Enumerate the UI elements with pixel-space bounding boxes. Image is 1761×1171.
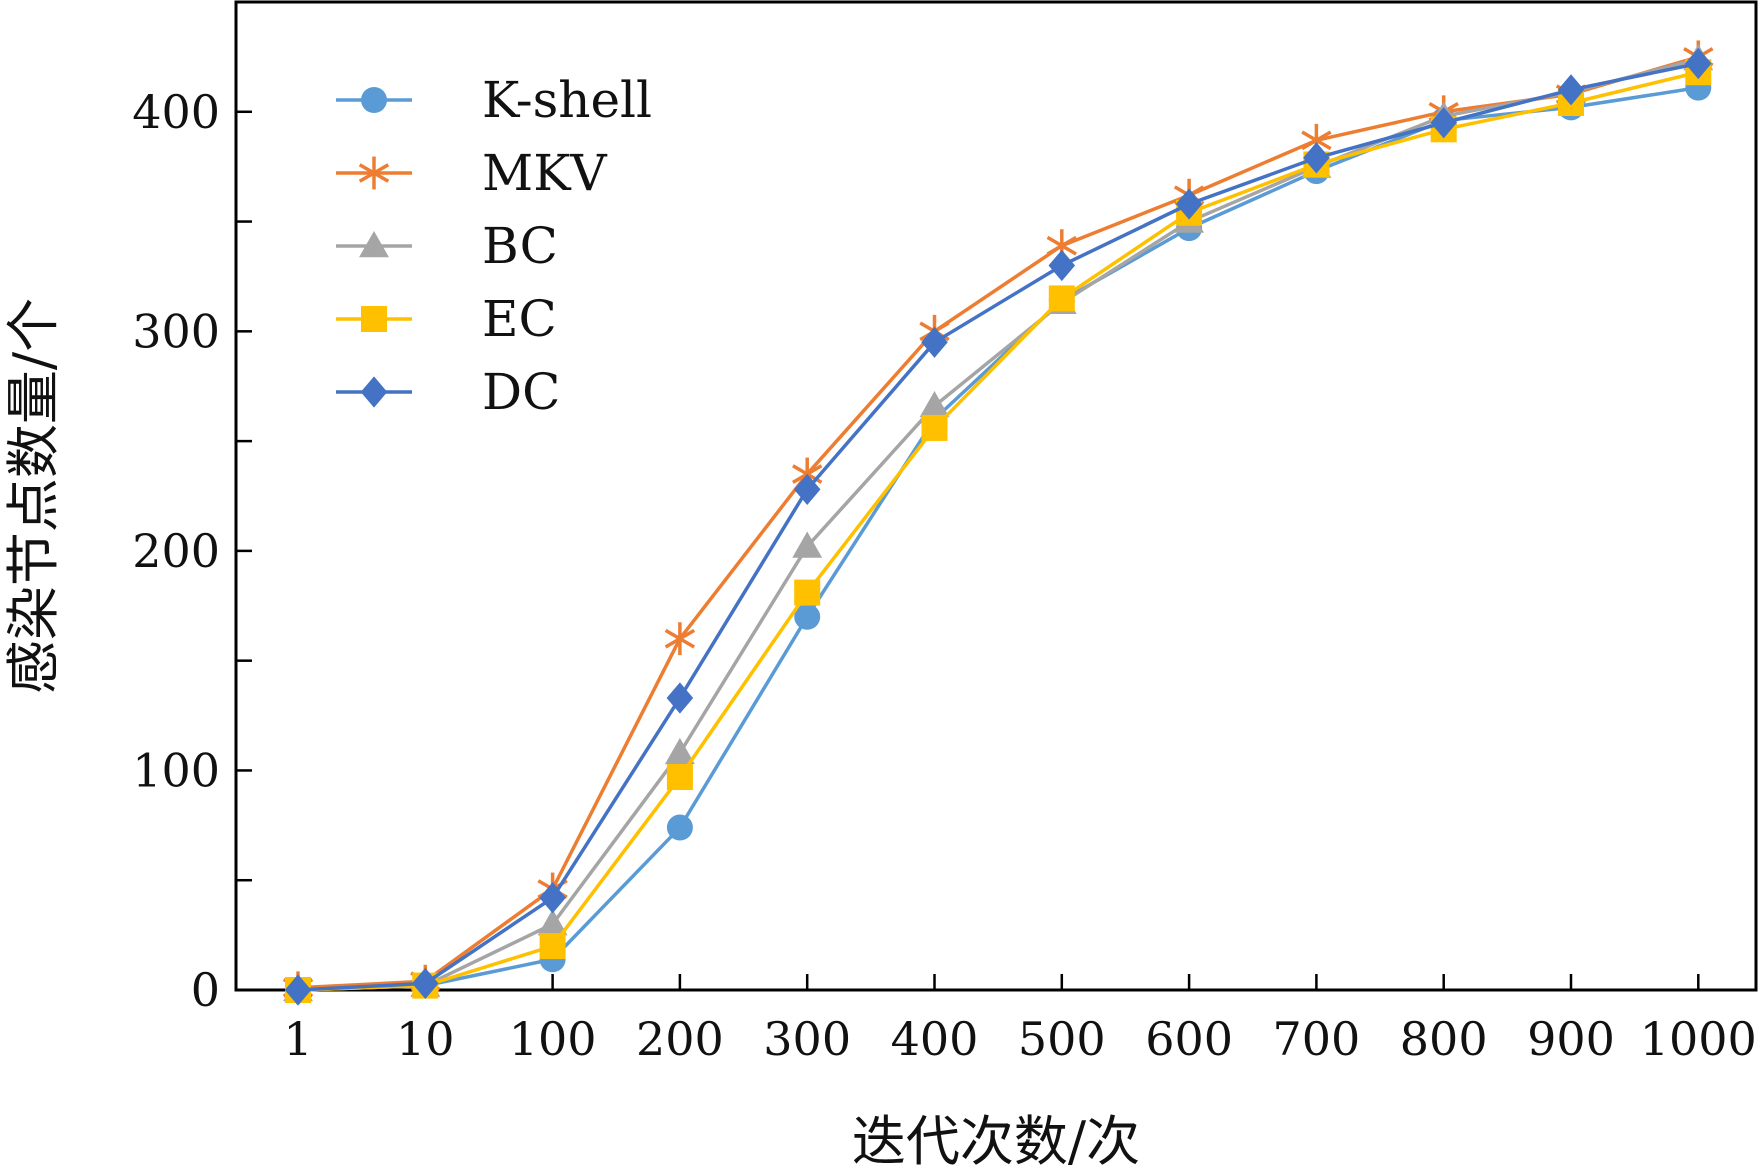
legend-entry-bc: BC [336, 217, 558, 275]
data-point-dc [1048, 249, 1076, 282]
data-point-ec [666, 764, 693, 791]
series-line-mkv [297, 55, 1699, 990]
x-tick-label: 600 [1145, 1012, 1233, 1066]
legend-label-dc: DC [482, 363, 560, 421]
y-tick-label: 200 [132, 524, 220, 578]
data-point-dc [284, 974, 312, 1006]
data-point-bc [537, 909, 568, 936]
x-tick-label: 1000 [1640, 1012, 1757, 1066]
data-point-k-shell [666, 814, 693, 841]
legend-entry-dc: DC [336, 363, 560, 421]
series-line-dc [297, 61, 1699, 992]
data-point-bc [919, 391, 950, 418]
series-layer [282, 40, 1714, 1006]
legend-marker-dc [360, 376, 388, 408]
legend-marker-bc [359, 231, 389, 258]
data-point-dc [666, 682, 694, 714]
data-point-ec [921, 414, 948, 441]
data-point-bc [664, 737, 695, 765]
series-k-shell [285, 74, 1712, 1003]
x-tick-label: 900 [1527, 1012, 1615, 1066]
plot-frame [234, 0, 1758, 992]
x-tick-label: 300 [763, 1012, 851, 1066]
data-point-bc [792, 531, 823, 558]
data-point-dc [1685, 47, 1712, 80]
legend-marker-ec [361, 306, 387, 332]
data-point-ec [794, 579, 821, 606]
y-tick-label: 300 [132, 304, 220, 358]
y-axis-title: 感染节点数量/个 [2, 298, 65, 694]
legend-label-mkv: MKV [482, 144, 608, 202]
legend-entry-k-shell: K-shell [336, 71, 652, 129]
data-point-dc [1175, 188, 1203, 220]
x-tick-label: 10 [396, 1012, 455, 1066]
x-tick-label: 1 [283, 1012, 312, 1066]
data-point-mkv [664, 622, 696, 656]
legend-entry-mkv: MKV [336, 144, 608, 202]
data-point-k-shell [794, 603, 821, 630]
legend-label-ec: EC [482, 290, 557, 348]
y-tick-label: 0 [191, 963, 220, 1017]
data-point-dc [793, 473, 821, 506]
legend: K-shell MKV BC EC DC [336, 71, 652, 421]
data-point-dc [412, 967, 439, 1000]
series-dc [284, 47, 1712, 1006]
legend-label-k-shell: K-shell [482, 71, 652, 129]
legend-label-bc: BC [482, 217, 558, 275]
x-axis-ticks: 1 10 100 200 300 400 500 600 700 800 900 1000 [283, 974, 1757, 1066]
x-tick-label: 400 [891, 1012, 979, 1066]
data-point-dc [1557, 74, 1585, 106]
series-line-ec [297, 70, 1699, 992]
x-axis-title: 迭代次数/次 [852, 1110, 1140, 1171]
legend-marker-mkv [358, 156, 390, 190]
y-tick-label: 400 [132, 85, 220, 139]
x-tick-label: 100 [509, 1012, 597, 1066]
series-line-bc [297, 57, 1699, 992]
x-tick-label: 200 [636, 1012, 724, 1066]
legend-marker-k-shell [361, 87, 387, 113]
data-point-dc [1430, 107, 1457, 139]
data-point-dc [539, 882, 566, 914]
x-tick-label: 500 [1018, 1012, 1106, 1066]
data-point-ec [539, 933, 566, 960]
data-point-dc [921, 326, 948, 358]
data-point-ec [1048, 285, 1075, 312]
y-axis-ticks: 0 100 200 300 400 [132, 85, 252, 1017]
legend-entry-ec: EC [336, 290, 557, 348]
x-tick-label: 800 [1400, 1012, 1488, 1066]
y-tick-label: 100 [132, 743, 220, 797]
x-tick-label: 700 [1272, 1012, 1360, 1066]
data-point-dc [1303, 142, 1330, 174]
